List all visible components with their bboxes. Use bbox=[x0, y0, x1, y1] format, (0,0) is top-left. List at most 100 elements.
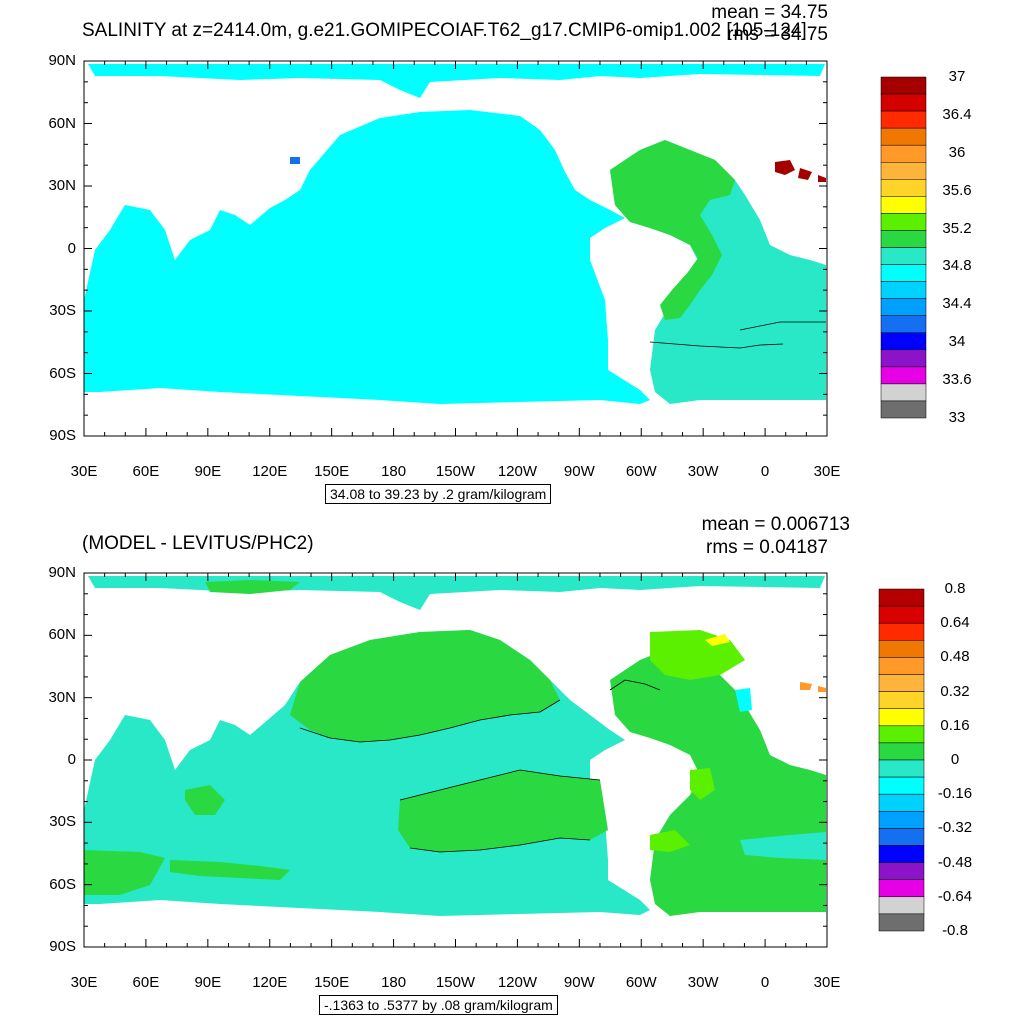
bottom-contour-1 bbox=[299, 699, 561, 743]
top-colorbar-swatch bbox=[880, 281, 927, 299]
bottom-southern-ocean-green bbox=[170, 860, 290, 880]
top-lat-label: 0 bbox=[67, 239, 76, 257]
bottom-arctic-ocean bbox=[88, 576, 825, 610]
bottom-colorbar-swatch bbox=[878, 691, 925, 709]
bottom-colorbar-swatch bbox=[878, 588, 925, 607]
top-colorbar-swatch bbox=[880, 110, 927, 129]
bottom-map bbox=[84, 576, 826, 916]
top-map bbox=[84, 64, 826, 404]
bottom-colorbar-swatch bbox=[878, 708, 925, 727]
bottom-green2-sa bbox=[650, 830, 690, 852]
top-colorbar-swatch bbox=[880, 298, 927, 316]
bottom-contour-2 bbox=[399, 769, 601, 801]
top-lon-label: 120E bbox=[252, 463, 288, 480]
top-colorbar-swatch bbox=[880, 366, 927, 385]
bottom-lat-label: 90S bbox=[49, 938, 76, 955]
bottom-title: (MODEL - LEVITUS/PHC2) bbox=[82, 533, 314, 554]
bottom-colorbar-swatch bbox=[878, 674, 925, 692]
top-lon-label: 90E bbox=[194, 463, 222, 480]
top-atlantic-saline-zone bbox=[610, 140, 735, 320]
bottom-colorbar-label: 0 bbox=[950, 751, 960, 768]
bottom-contour-4 bbox=[609, 679, 661, 691]
top-colorbar-label: 34.8 bbox=[942, 257, 972, 275]
bottom-lon-label: 60E bbox=[132, 974, 160, 991]
bottom-lon-label: 120E bbox=[252, 974, 288, 991]
bottom-indian-green-blob bbox=[185, 785, 225, 815]
top-lon-label: 90W bbox=[563, 463, 595, 480]
bottom-info-box: -.1363 to .5377 by .08 gram/kilogram bbox=[319, 995, 558, 1015]
bottom-colorbar-label: -0.32 bbox=[937, 819, 973, 837]
top-colorbar-label: 33.6 bbox=[942, 371, 972, 389]
top-lon-label: 60W bbox=[625, 463, 657, 480]
top-colorbar-label: 37 bbox=[948, 68, 966, 85]
top-lon-label: 30E bbox=[70, 463, 98, 480]
top-colorbar-label: 35.6 bbox=[942, 181, 972, 199]
bottom-lat-label: 90N bbox=[48, 564, 76, 581]
bottom-colorbar-label: 0.16 bbox=[940, 716, 970, 734]
bottom-colorbar-swatch bbox=[878, 742, 925, 761]
top-lat-label: 60N bbox=[48, 114, 76, 132]
bottom-colorbar-swatch bbox=[878, 913, 925, 932]
bottom-green2-blob bbox=[690, 768, 715, 800]
top-colorbar-swatch bbox=[880, 264, 927, 282]
bottom-lightblue-patch bbox=[735, 688, 752, 712]
bottom-colorbar-swatch bbox=[878, 776, 925, 795]
bottom-colorbar-swatch bbox=[878, 605, 925, 624]
bottom-arctic-atlantic-green bbox=[650, 630, 745, 680]
bottom-colorbar-swatch bbox=[878, 811, 925, 829]
bottom-colorbar-swatch bbox=[878, 640, 925, 658]
bottom-lon-label: 150E bbox=[314, 974, 350, 991]
top-colorbar-swatch bbox=[880, 196, 927, 214]
bottom-north-pacific-green bbox=[290, 630, 560, 742]
bottom-atlantic-ocean bbox=[610, 650, 826, 916]
top-colorbar-swatch bbox=[880, 213, 927, 231]
bottom-lat-label: 30N bbox=[48, 688, 76, 706]
top-colorbar-label: 35.2 bbox=[942, 219, 972, 237]
bottom-colorbar-label: 0.64 bbox=[940, 614, 970, 632]
bottom-ticks bbox=[83, 572, 828, 948]
bottom-colorbar-label: -0.64 bbox=[937, 887, 973, 905]
bottom-lon-label: 30E bbox=[70, 974, 98, 991]
top-colorbar-swatch bbox=[880, 332, 927, 351]
bottom-lon-label: 30E bbox=[813, 974, 841, 991]
bottom-lon-label: 180 bbox=[381, 974, 407, 991]
bottom-colorbar-swatch bbox=[878, 879, 925, 898]
bottom-cyan-patch bbox=[740, 832, 826, 860]
top-ticks bbox=[83, 60, 828, 437]
bottom-lon-label: 60W bbox=[625, 974, 657, 991]
top-colorbar-label: 36.4 bbox=[942, 105, 972, 123]
bottom-yellow-patch bbox=[705, 634, 730, 646]
top-colorbar-label: 36 bbox=[948, 143, 966, 161]
top-colorbar bbox=[880, 76, 927, 419]
top-mediterranean-speck bbox=[775, 160, 826, 182]
top-arctic-ocean bbox=[88, 64, 825, 98]
top-lat-label: 60S bbox=[49, 364, 76, 382]
bottom-colorbar-label: -0.8 bbox=[942, 922, 968, 939]
top-indo-pacific-ocean bbox=[84, 110, 650, 404]
top-colorbar-swatch bbox=[880, 315, 927, 334]
top-colorbar-swatch bbox=[880, 400, 927, 419]
top-colorbar-swatch bbox=[880, 93, 927, 112]
bottom-lon-label: 0 bbox=[760, 974, 770, 991]
bottom-lat-label: 30S bbox=[49, 813, 76, 831]
bottom-colorbar-label: -0.48 bbox=[937, 853, 973, 871]
top-colorbar-swatch bbox=[880, 76, 927, 95]
bottom-colorbar-swatch bbox=[878, 657, 925, 675]
top-lat-label: 30N bbox=[48, 177, 76, 194]
top-lon-label: 30E bbox=[813, 463, 841, 480]
top-colorbar-swatch bbox=[880, 144, 927, 163]
bottom-rms: rms = 0.04187 bbox=[706, 537, 828, 558]
top-colorbar-swatch bbox=[880, 383, 927, 402]
top-lon-label: 30W bbox=[687, 463, 719, 480]
top-lon-label: 180 bbox=[381, 463, 407, 480]
bottom-colorbar-swatch bbox=[878, 828, 925, 846]
top-colorbar-swatch bbox=[880, 349, 927, 368]
top-lat-label: 30S bbox=[49, 302, 76, 319]
top-title: SALINITY at z=2414.0m, g.e21.GOMIPECOIAF… bbox=[82, 20, 807, 41]
bottom-colorbar-swatch bbox=[878, 622, 925, 641]
bottom-lon-label: 30W bbox=[687, 974, 719, 991]
top-blue-speck bbox=[290, 157, 300, 164]
bottom-colorbar-swatch bbox=[878, 793, 925, 812]
bottom-arctic-green bbox=[205, 580, 300, 594]
